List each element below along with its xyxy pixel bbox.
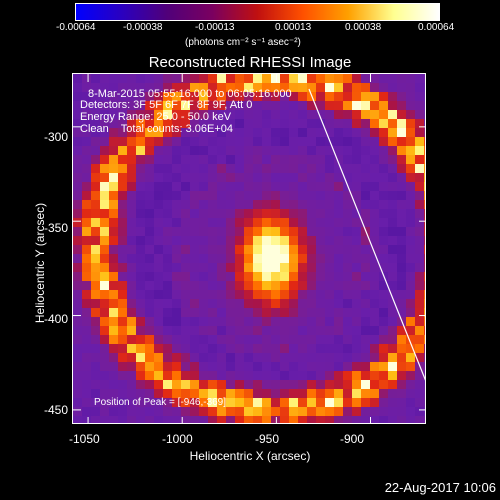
- colorbar-tick: 0.00038: [345, 22, 382, 33]
- colorbar-tick: -0.00038: [123, 22, 163, 33]
- info-time-range: 8-Mar-2015 05:55:16.000 to 06:05:16.000: [88, 88, 292, 100]
- info-energy-range: Energy Range: 25.0 - 50.0 keV: [80, 111, 232, 123]
- colorbar: [75, 3, 440, 21]
- info-clean-counts: Clean Total counts: 3.06E+04: [80, 123, 233, 135]
- colorbar-tick: 0.00064: [418, 22, 455, 33]
- colorbar-tick: -0.00064: [56, 22, 96, 33]
- y-tick-label: -400: [43, 312, 68, 326]
- x-tick-label: -1050: [69, 432, 100, 446]
- colorbar-units: (photons cm⁻² s⁻¹ asec⁻²): [185, 37, 301, 48]
- plot-title: Reconstructed RHESSI Image: [148, 54, 352, 71]
- info-detectors: Detectors: 3F 5F 6F 7F 8F 9F, Att 0: [80, 99, 253, 111]
- x-tick-label: -900: [340, 432, 365, 446]
- x-axis-label: Heliocentric X (arcsec): [189, 449, 311, 463]
- y-tick-label: -300: [43, 130, 68, 144]
- y-tick-label: -350: [43, 221, 68, 235]
- y-tick-label: -450: [43, 403, 68, 417]
- colorbar-tick: 0.00013: [275, 22, 312, 33]
- solar-limb-line: [308, 88, 425, 381]
- y-axis-label: Heliocentric Y (arcsec): [33, 202, 47, 324]
- peak-position-label: Position of Peak = [-946,-369]: [94, 397, 227, 408]
- x-tick-label: -950: [255, 432, 280, 446]
- x-tick-label: -1000: [162, 432, 193, 446]
- intensity-map: [73, 74, 425, 423]
- footer-timestamp: 22-Aug-2017 10:06: [384, 480, 496, 495]
- image-plot[interactable]: [72, 73, 426, 424]
- colorbar-tick: -0.00013: [195, 22, 235, 33]
